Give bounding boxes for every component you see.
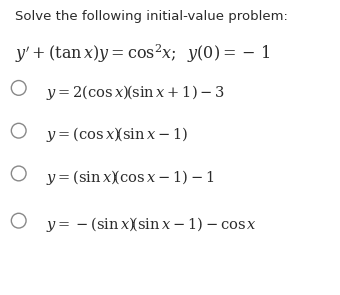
Text: $y = \left(\sin x\right)\!\left(\cos x - 1\right) - 1$: $y = \left(\sin x\right)\!\left(\cos x -… xyxy=(46,168,214,187)
Text: $y = \left(\cos x\right)\!\left(\sin x - 1\right)$: $y = \left(\cos x\right)\!\left(\sin x -… xyxy=(46,125,188,144)
Text: $y = 2\left(\cos x\right)\!\left(\sin x + 1\right) - 3$: $y = 2\left(\cos x\right)\!\left(\sin x … xyxy=(46,83,225,101)
Text: Solve the following initial-value problem:: Solve the following initial-value proble… xyxy=(15,10,288,23)
Text: $y' + \left(\mathrm{tan}\,x\right)y = \cos^{2}\!x;\;\; y\left(0\right) = -\,1$: $y' + \left(\mathrm{tan}\,x\right)y = \c… xyxy=(15,43,271,65)
Text: $y = -\left(\sin x\right)\!\left(\sin x - 1\right) - \cos x$: $y = -\left(\sin x\right)\!\left(\sin x … xyxy=(46,215,257,234)
